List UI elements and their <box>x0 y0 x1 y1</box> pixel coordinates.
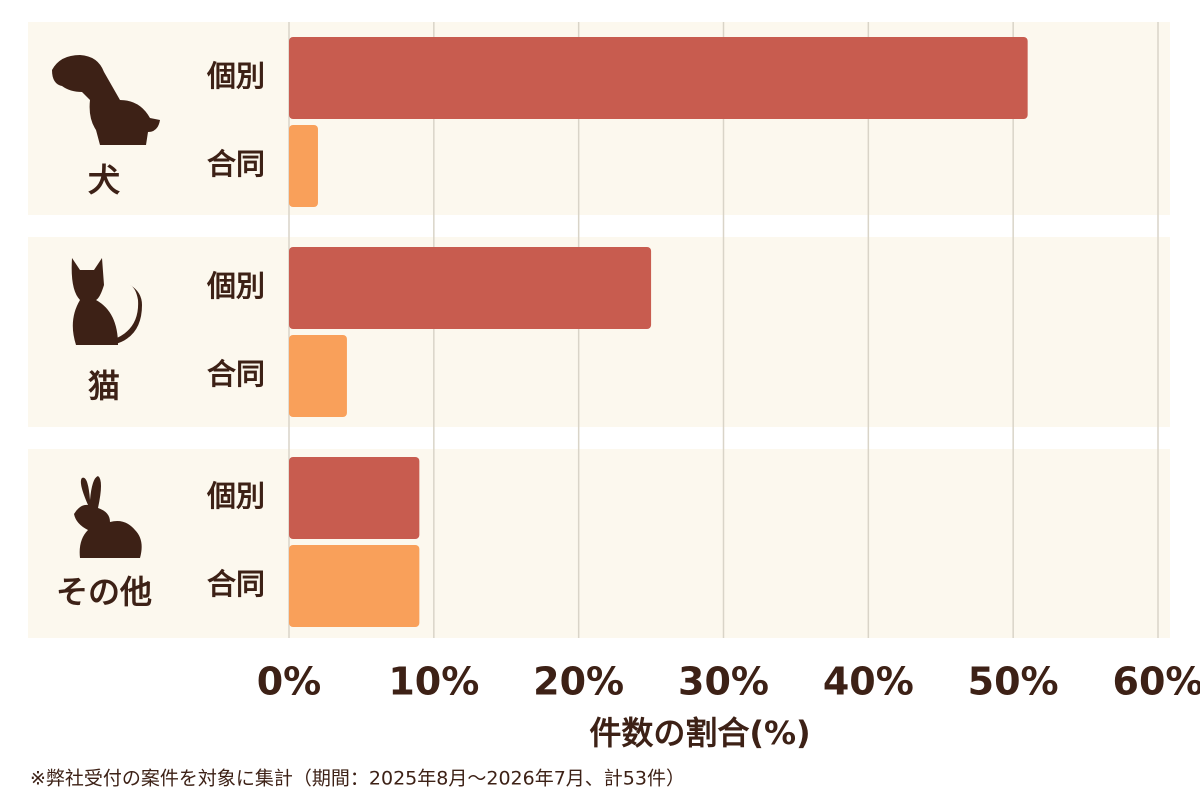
series-label: 合同 <box>207 357 265 391</box>
x-tick-label: 20% <box>533 660 624 704</box>
bar <box>289 247 652 329</box>
rabbit-icon <box>74 476 142 558</box>
x-tick-label: 50% <box>968 660 1059 704</box>
footnote: ※弊社受付の案件を対象に集計（期間：2025年8月〜2026年7月、計53件） <box>30 768 685 790</box>
series-label: 個別 <box>206 269 265 303</box>
bar <box>289 335 347 417</box>
icons <box>52 55 160 558</box>
bar <box>289 545 420 627</box>
dog-icon <box>52 55 160 145</box>
bar <box>289 125 318 207</box>
x-tick-label: 0% <box>257 660 322 704</box>
x-tick-label: 10% <box>388 660 479 704</box>
bars <box>289 37 1028 627</box>
x-axis-title: 件数の割合(%) <box>589 714 810 752</box>
bar <box>289 457 420 539</box>
bar <box>289 37 1028 119</box>
cat-icon <box>71 258 142 345</box>
x-tick-label: 60% <box>1113 660 1200 704</box>
x-tick-label: 40% <box>823 660 914 704</box>
series-label: 合同 <box>207 567 265 601</box>
category-label: 犬 <box>88 161 120 199</box>
category-label: 猫 <box>88 367 120 405</box>
series-label: 合同 <box>207 147 265 181</box>
category-label: その他 <box>56 573 152 611</box>
group-panel <box>28 449 1170 638</box>
series-label: 個別 <box>206 59 265 93</box>
grid <box>288 22 1159 638</box>
series-label: 個別 <box>206 479 265 513</box>
x-tick-label: 30% <box>678 660 769 704</box>
